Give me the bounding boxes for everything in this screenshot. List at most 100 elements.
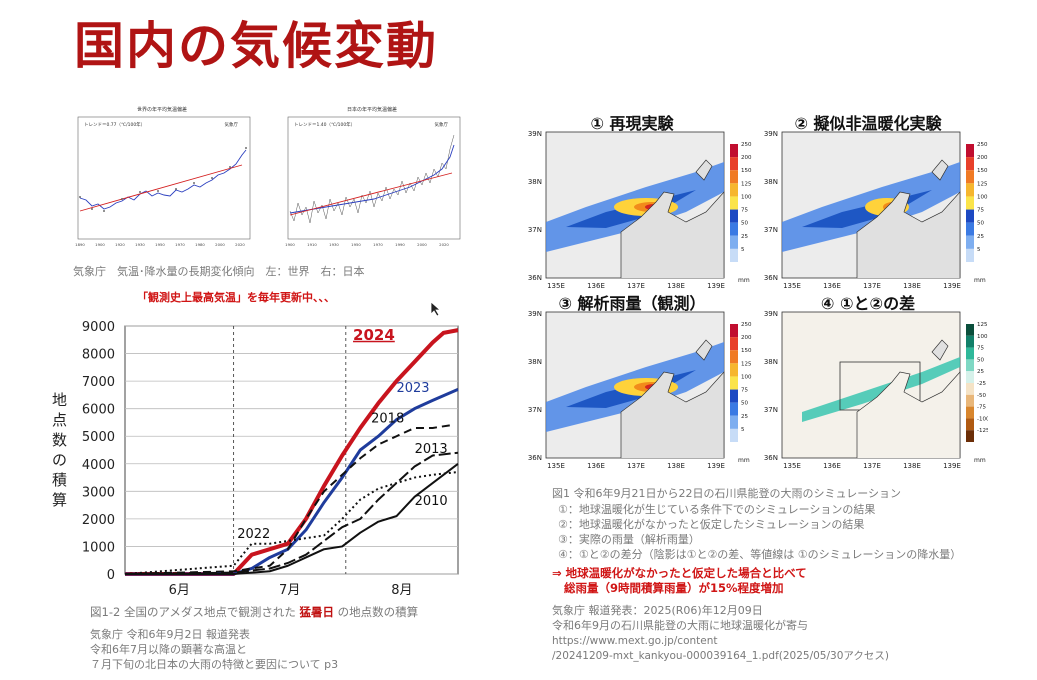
y-tick-label: 1000	[82, 540, 115, 555]
series-label-2013: 2013	[415, 442, 448, 457]
scale-unit: mm	[974, 277, 986, 284]
scale-unit: mm	[738, 277, 750, 284]
lon-label: 137E	[627, 462, 645, 468]
svg-text:2000: 2000	[417, 242, 427, 247]
japan-trend-label: トレンド＝1.40（℃/100年）	[294, 121, 355, 128]
lat-label: 38N	[764, 178, 778, 186]
lat-label: 36N	[764, 274, 778, 282]
slide-title: 国内の気候変動	[74, 17, 438, 75]
conclusion-line1: ⇒ 地球温暖化がなかったと仮定した場合と比べて	[552, 566, 807, 580]
lon-label: 135E	[547, 282, 565, 288]
lon-label: 137E	[863, 462, 881, 468]
lat-label: 37N	[528, 406, 542, 414]
series-line-2018	[124, 424, 451, 575]
sado-island	[695, 339, 713, 361]
scale-label: 200	[741, 155, 752, 161]
lon-label: 138E	[903, 282, 921, 288]
sim-caption-item: ④：①と②の差分（陰影は①と②の差、等値線は ①のシミュレーションの降水量）	[558, 548, 962, 561]
panel3-map: 39N 38N 37N 36N 135E 136E 137E 138E 139E 250 200 15…	[528, 310, 752, 468]
scale-swatch	[966, 209, 974, 223]
series-line-2024	[125, 328, 459, 576]
scale-label: 125	[977, 181, 988, 187]
scale-swatch	[730, 324, 738, 338]
scale-label: 250	[741, 142, 752, 148]
lat-label: 39N	[528, 310, 542, 318]
scale-swatch	[966, 383, 974, 395]
y-tick-label: 5000	[82, 430, 115, 445]
caption-part: 図1-2 全国のアメダス地点で観測された	[90, 605, 300, 619]
sim-source-url[interactable]: /20241209-mxt_kankyou-000039164_1.pdf(20…	[552, 650, 889, 662]
scale-swatch	[730, 415, 738, 429]
land-outline	[856, 371, 961, 458]
scale-swatch	[730, 222, 738, 236]
lat-label: 39N	[764, 310, 778, 318]
scale-label: 200	[741, 335, 752, 341]
scale-label: 50	[741, 401, 748, 407]
sim-caption-item: ③：実際の雨量（解析雨量）	[558, 533, 700, 546]
panel4-map: 39N 38N 37N 36N 135E 136E 137E 138E 139E 125 100 75…	[764, 310, 988, 468]
ylabel-char: の	[52, 451, 68, 469]
series-line-2010	[125, 462, 459, 575]
scale-swatch	[966, 248, 974, 262]
y-tick-label: 9000	[82, 320, 115, 335]
x-tick-label: 7月	[279, 583, 300, 598]
scale-swatch	[966, 406, 974, 419]
svg-text:2020: 2020	[439, 242, 449, 247]
scale-label: 5	[741, 247, 745, 253]
scale-label: 100	[977, 194, 988, 200]
sim-source-url[interactable]: https://www.mext.go.jp/content	[552, 635, 718, 647]
scale-label: -75	[977, 405, 986, 411]
scale-label: 200	[977, 155, 988, 161]
scale-swatch	[966, 183, 974, 197]
scale-swatch	[966, 235, 974, 249]
series-label-2010: 2010	[415, 494, 448, 509]
svg-text:1950: 1950	[155, 242, 165, 247]
scale-swatch	[730, 363, 738, 377]
svg-text:1950: 1950	[351, 242, 361, 247]
lon-label: 136E	[587, 282, 605, 288]
sim-source-line: 気象庁 報道発表：2025(R06)年12月09日	[552, 604, 763, 617]
lon-label: 138E	[903, 462, 921, 468]
lat-label: 36N	[528, 274, 542, 282]
scale-swatch	[730, 144, 738, 158]
conclusion-line2: 総雨量（9時間積算雨量）が15%程度増加	[564, 581, 784, 595]
lat-label: 39N	[528, 130, 542, 138]
scale-label: 150	[741, 168, 752, 174]
lon-label: 136E	[587, 462, 605, 468]
scale-label: 25	[741, 414, 748, 420]
panel3-title: ③ 解析雨量（観測）	[558, 294, 706, 313]
land-outline	[620, 371, 725, 458]
y-tick-label: 7000	[82, 375, 115, 390]
scale-swatch	[730, 376, 738, 390]
scale-swatch	[966, 359, 974, 372]
scale-swatch	[730, 235, 738, 249]
panel1-map: 39N 38N 37N 36N 135E 136E 137E 138E 139E 250 200 15…	[528, 130, 752, 288]
headline-text: 「観測史上最高気温」を毎年更新中、、、	[137, 291, 335, 304]
scale-label: 50	[741, 221, 748, 227]
scale-label: 125	[977, 322, 988, 328]
lon-label: 139E	[707, 462, 725, 468]
sim-fig-caption: 図1 令和6年9月21日から22日の石川県能登の大雨のシミュレーション	[552, 487, 902, 500]
ylabel-char: 点	[52, 411, 68, 429]
scale-label: 125	[741, 181, 752, 187]
lon-label: 136E	[823, 462, 841, 468]
series-line-2022	[124, 471, 459, 575]
scale-swatch	[730, 389, 738, 403]
scale-label: 75	[741, 208, 748, 214]
y-tick-label: 3000	[82, 485, 115, 500]
lat-label: 36N	[528, 454, 542, 462]
scale-swatch	[730, 209, 738, 223]
japan-legend: 気象庁	[435, 121, 449, 128]
scale-label: 75	[977, 208, 984, 214]
lon-label: 135E	[783, 282, 801, 288]
y-tick-label: 2000	[82, 513, 115, 528]
svg-text:1930: 1930	[135, 242, 145, 247]
svg-text:1970: 1970	[175, 242, 185, 247]
scale-label: 125	[741, 361, 752, 367]
scale-swatch	[966, 170, 974, 184]
x-tick-label: 8月	[391, 583, 412, 598]
scale-swatch	[730, 350, 738, 364]
svg-text:1930: 1930	[329, 242, 339, 247]
scale-label: 100	[741, 194, 752, 200]
svg-text:1980: 1980	[195, 242, 205, 247]
